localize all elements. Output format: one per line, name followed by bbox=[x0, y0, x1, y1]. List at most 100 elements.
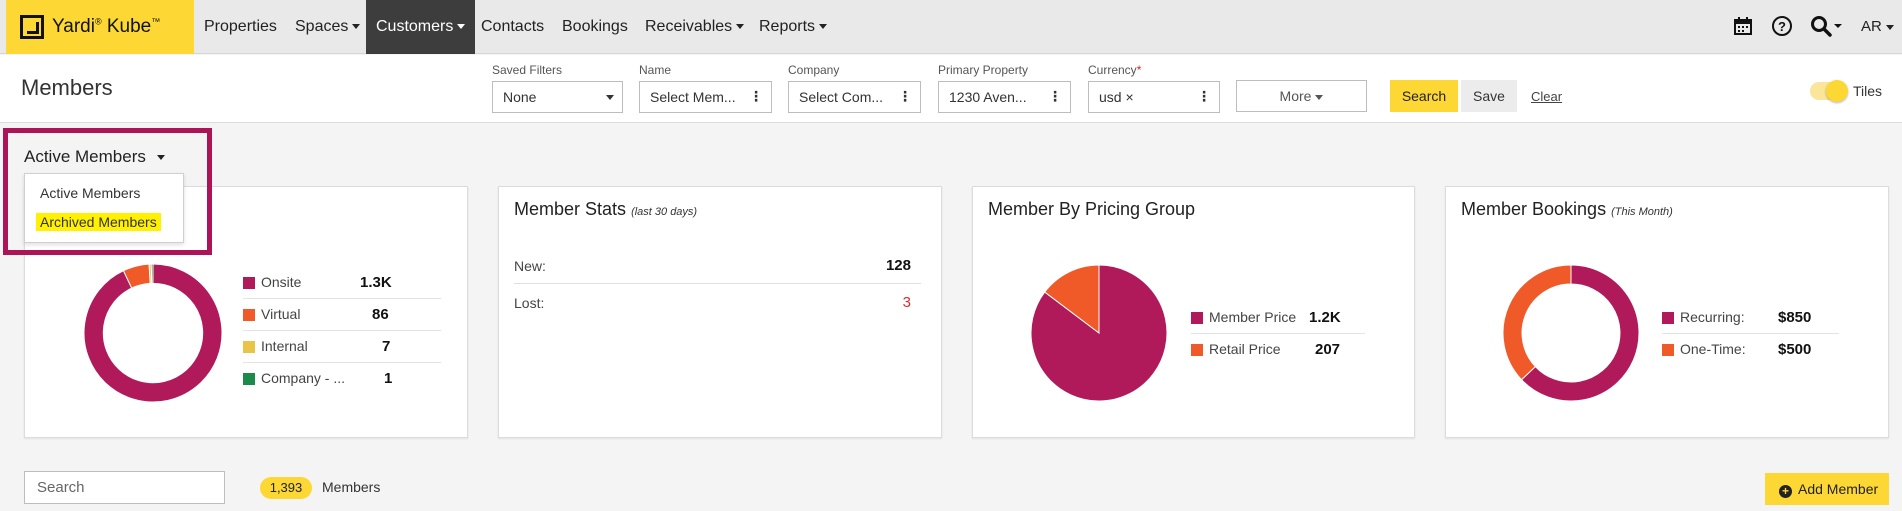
yardi-kube-logo[interactable]: Yardi® Kube™ bbox=[6, 0, 194, 54]
legend-row: Onsite 1.3K bbox=[243, 267, 441, 299]
chevron-down-icon bbox=[457, 24, 466, 30]
chart-slice-company[interactable] bbox=[150, 263, 154, 284]
search-icon[interactable] bbox=[1808, 14, 1844, 38]
legend-value: $850 bbox=[1778, 309, 1812, 326]
chart-slice-onsite[interactable] bbox=[83, 263, 223, 403]
legend-row: One-Time: $500 bbox=[1662, 334, 1839, 366]
member-stats-title: Member Stats (last 30 days) bbox=[514, 199, 698, 219]
member-type-donut-chart bbox=[83, 263, 223, 403]
chart-slice-recurring[interactable] bbox=[1520, 264, 1640, 402]
currency-tag[interactable]: usd × bbox=[1099, 89, 1134, 105]
company-filter: Company Select Com... ⋮ bbox=[788, 63, 921, 113]
option-archived-members[interactable]: Archived Members bbox=[36, 213, 161, 231]
save-button[interactable]: Save bbox=[1461, 80, 1517, 112]
nav-receivables[interactable]: Receivables bbox=[645, 0, 745, 54]
tiles-toggle[interactable] bbox=[1810, 80, 1848, 102]
currency-input[interactable]: usd × ⋮ bbox=[1088, 81, 1220, 113]
search-button[interactable]: Search bbox=[1390, 80, 1458, 112]
calendar-icon[interactable] bbox=[1731, 14, 1755, 38]
chart-slice-retail-price[interactable] bbox=[1044, 264, 1100, 335]
chevron-down-icon bbox=[156, 155, 165, 161]
legend-label: Virtual bbox=[261, 306, 301, 322]
member-bookings-donut-chart bbox=[1502, 264, 1640, 402]
legend-label: Retail Price bbox=[1209, 341, 1281, 357]
saved-filters-select[interactable]: None bbox=[492, 81, 623, 113]
legend-swatch bbox=[243, 341, 255, 353]
legend-value: $500 bbox=[1778, 341, 1812, 358]
legend-swatch bbox=[243, 309, 255, 321]
legend-value: 86 bbox=[372, 306, 389, 323]
saved-filters: Saved Filters None bbox=[492, 63, 623, 113]
option-active-members[interactable]: Active Members bbox=[40, 185, 141, 201]
member-bookings-title: Member Bookings (This Month) bbox=[1461, 199, 1673, 219]
stat-row-lost: Lost: 3 bbox=[514, 284, 921, 321]
primary-property-input[interactable]: 1230 Aven... ⋮ bbox=[938, 81, 1071, 113]
legend-swatch bbox=[1191, 344, 1203, 356]
nav-contacts[interactable]: Contacts bbox=[481, 18, 545, 35]
nav-reports[interactable]: Reports bbox=[759, 0, 828, 54]
company-filter-label: Company bbox=[788, 63, 840, 77]
legend-label: One-Time: bbox=[1680, 341, 1746, 357]
saved-filters-label: Saved Filters bbox=[492, 63, 563, 77]
stat-value: 3 bbox=[902, 294, 911, 311]
name-filter-input[interactable]: Select Mem... ⋮ bbox=[639, 81, 772, 113]
annotation-highlight-box bbox=[3, 128, 212, 255]
more-options-icon[interactable]: ⋮ bbox=[1197, 88, 1211, 104]
user-menu[interactable]: AR bbox=[1861, 0, 1894, 54]
chevron-down-icon bbox=[1315, 94, 1324, 100]
pricing-group-legend: Member Price 1.2K Retail Price 207 bbox=[1191, 302, 1365, 366]
currency-filter: Currency* usd × ⋮ bbox=[1088, 63, 1220, 113]
stat-label: New: bbox=[514, 258, 546, 274]
more-options-icon[interactable]: ⋮ bbox=[749, 88, 763, 104]
more-filters-button[interactable]: More bbox=[1236, 80, 1367, 112]
legend-value: 7 bbox=[382, 338, 391, 355]
tiles-label: Tiles bbox=[1853, 83, 1883, 99]
legend-label: Member Price bbox=[1209, 309, 1297, 325]
legend-row: Internal 7 bbox=[243, 331, 441, 363]
page-title: Members bbox=[21, 75, 113, 100]
legend-swatch bbox=[1662, 344, 1674, 356]
clear-link[interactable]: Clear bbox=[1531, 89, 1563, 104]
nav-properties[interactable]: Properties bbox=[204, 18, 277, 35]
legend-value: 1 bbox=[384, 370, 393, 387]
pricing-group-title: Member By Pricing Group bbox=[988, 199, 1196, 219]
stat-value: 128 bbox=[885, 257, 911, 274]
chevron-down-icon bbox=[736, 24, 745, 30]
chart-slice-one-time[interactable] bbox=[1502, 264, 1572, 381]
more-options-icon[interactable]: ⋮ bbox=[1048, 88, 1062, 104]
company-filter-input[interactable]: Select Com... ⋮ bbox=[788, 81, 921, 113]
legend-row: Retail Price 207 bbox=[1191, 334, 1365, 366]
stat-row-new: New: 128 bbox=[514, 247, 921, 284]
currency-label: Currency* bbox=[1088, 63, 1142, 77]
chevron-down-icon bbox=[352, 24, 361, 30]
chevron-down-icon bbox=[1834, 24, 1842, 28]
pricing-group-card: Member By Pricing Group Member Price 1.2K… bbox=[972, 186, 1415, 438]
legend-label: Recurring: bbox=[1680, 309, 1745, 325]
logo-text: Yardi® Kube™ bbox=[52, 16, 161, 37]
member-type-legend: Onsite 1.3K Virtual 86 Internal 7 Company -… bbox=[243, 267, 441, 395]
more-options-icon[interactable]: ⋮ bbox=[898, 88, 912, 104]
legend-label: Internal bbox=[261, 338, 308, 354]
filter-toolbar: Members Saved Filters None Name Select M… bbox=[0, 55, 1902, 123]
legend-label: Company - ... bbox=[261, 370, 346, 386]
member-view-dropdown: Active Members Archived Members bbox=[24, 173, 184, 243]
legend-row: Recurring: $850 bbox=[1662, 302, 1839, 334]
legend-label: Onsite bbox=[261, 274, 302, 290]
legend-value: 1.3K bbox=[360, 274, 392, 291]
add-member-button[interactable]: + Add Member bbox=[1765, 473, 1889, 505]
name-filter-label: Name bbox=[639, 63, 672, 77]
legend-swatch bbox=[243, 277, 255, 289]
legend-swatch bbox=[1662, 312, 1674, 324]
legend-row: Company - ... 1 bbox=[243, 363, 441, 395]
stat-label: Lost: bbox=[514, 295, 545, 311]
help-icon[interactable]: ? bbox=[1770, 14, 1794, 38]
legend-row: Member Price 1.2K bbox=[1191, 302, 1365, 334]
nav-bookings[interactable]: Bookings bbox=[562, 18, 628, 35]
member-search-input[interactable] bbox=[24, 471, 225, 504]
member-bookings-card: Member Bookings (This Month) Recurring: $… bbox=[1445, 186, 1889, 438]
member-count-label: Members bbox=[322, 479, 381, 495]
member-view-selector[interactable]: Active Members bbox=[24, 147, 165, 167]
chevron-down-icon bbox=[1885, 24, 1894, 30]
nav-spaces[interactable]: Spaces bbox=[295, 0, 361, 54]
nav-customers[interactable]: Customers bbox=[366, 0, 476, 54]
